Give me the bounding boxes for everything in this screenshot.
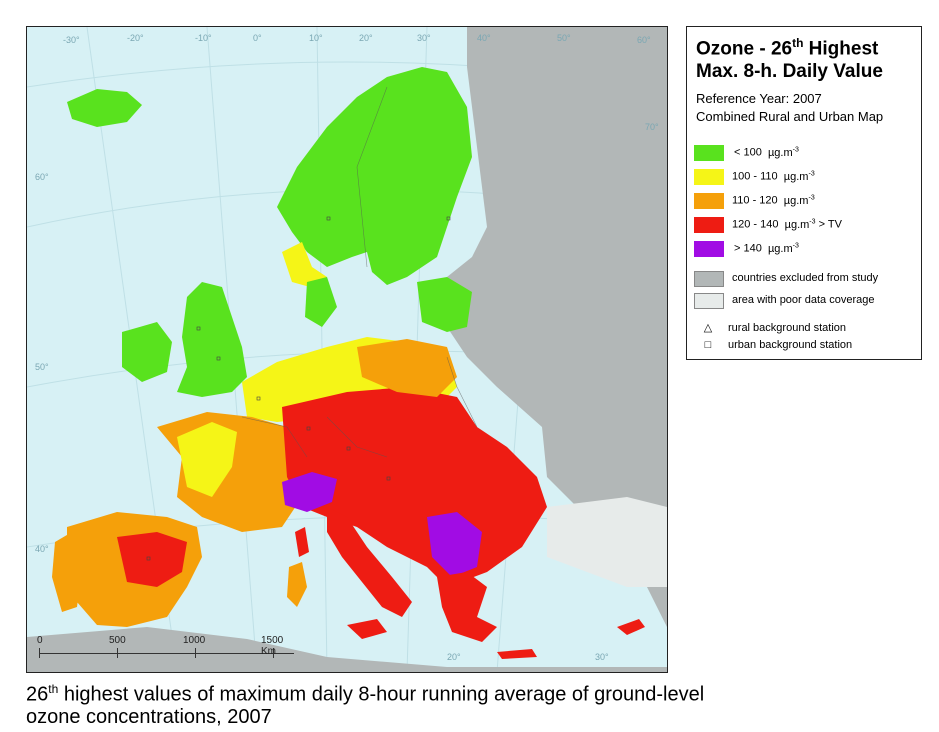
figure-caption: 26th highest values of maximum daily 8-h… <box>26 682 705 728</box>
legend-class-lt100: < 100 µg.m-3 <box>694 145 919 161</box>
cyprus <box>617 619 645 635</box>
graticule-label: -30° <box>63 35 80 45</box>
legend-title: Ozone - 26th Highest Max. 8-h. Daily Val… <box>696 36 883 83</box>
graticule-label: 60° <box>637 35 651 45</box>
poland-orange <box>357 339 457 397</box>
balkans-purple <box>427 512 482 577</box>
legend-class-gt140: > 140 µg.m-3 <box>694 241 919 257</box>
map-type: Combined Rural and Urban Map <box>696 109 884 124</box>
graticule-label: 70° <box>645 122 659 132</box>
graticule-label: 0° <box>253 33 262 43</box>
scale-label: 1500 Km <box>261 635 284 657</box>
denmark <box>305 277 337 327</box>
graticule-label: 30° <box>595 652 609 662</box>
france-yellow <box>177 422 237 497</box>
graticule-label: 40° <box>35 544 49 554</box>
ireland <box>122 322 172 382</box>
legend-poor-coverage: area with poor data coverage <box>694 293 919 309</box>
graticule-label: 30° <box>417 33 431 43</box>
graticule-label: -10° <box>195 33 212 43</box>
graticule-label: 50° <box>557 33 571 43</box>
corsica <box>295 527 309 557</box>
italy <box>327 507 412 617</box>
graticule-label: 20° <box>359 33 373 43</box>
legend-rural-station: △ rural background station <box>703 322 847 334</box>
reference-year: Reference Year: 2007 <box>696 91 822 106</box>
greece <box>437 572 497 642</box>
legend-class-120-140: 120 - 140 µg.m-3 > TV <box>694 217 919 233</box>
triangle-icon: △ <box>703 322 713 334</box>
poor-coverage-north-africa <box>27 627 667 672</box>
portugal <box>52 532 82 612</box>
ozone-map[interactable]: -30° -20° -10° 0° 10° 20° 30° 40° 50° 60… <box>26 26 668 673</box>
scale-bar: 0 500 1000 1500 Km <box>37 635 299 665</box>
graticule-label: -20° <box>127 33 144 43</box>
graticule-label: 40° <box>477 33 491 43</box>
scandinavia-yellow <box>282 242 327 289</box>
sardinia <box>287 562 307 607</box>
great-britain <box>177 282 247 397</box>
scandinavia <box>277 67 472 285</box>
legend-class-100-110: 100 - 110 µg.m-3 <box>694 169 919 185</box>
map-canvas <box>27 27 667 672</box>
station-markers <box>146 216 451 561</box>
graticule-label: 60° <box>35 172 49 182</box>
scale-label: 0 <box>37 635 43 646</box>
borders <box>241 86 478 458</box>
baltics <box>417 277 472 332</box>
legend-class-110-120: 110 - 120 µg.m-3 <box>694 193 919 209</box>
legend-excluded-countries: countries excluded from study <box>694 271 919 287</box>
map-legend: Ozone - 26th Highest Max. 8-h. Daily Val… <box>686 26 922 360</box>
spain-red <box>117 532 187 587</box>
excluded-east <box>447 27 667 627</box>
graticule-label: 20° <box>447 652 461 662</box>
legend-urban-station: □ urban background station <box>702 339 852 351</box>
iceland <box>67 89 142 127</box>
sicily <box>347 619 387 639</box>
graticule-label: 50° <box>35 362 49 372</box>
poor-coverage-turkey <box>547 497 667 587</box>
crete <box>497 649 537 659</box>
graticule-label: 10° <box>309 33 323 43</box>
swatch <box>694 145 724 161</box>
square-icon: □ <box>704 339 712 351</box>
scale-label: 1000 <box>183 635 206 646</box>
po-valley-purple <box>282 472 337 512</box>
scale-label: 500 <box>109 635 126 646</box>
